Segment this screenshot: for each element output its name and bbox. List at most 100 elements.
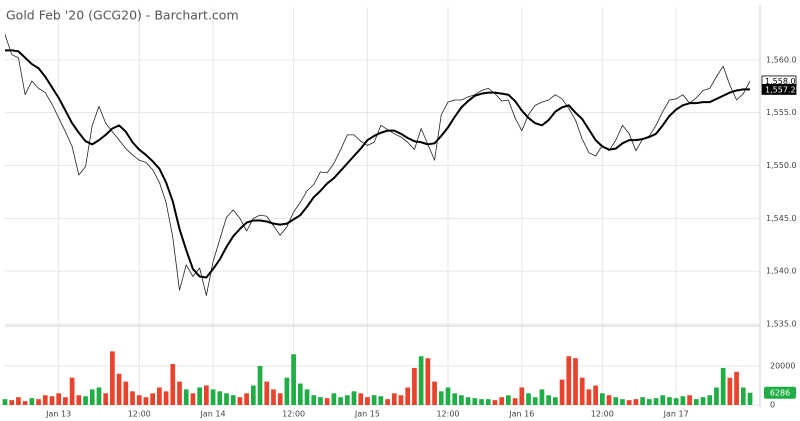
volume-bar bbox=[157, 387, 162, 405]
volume-bar bbox=[311, 395, 317, 405]
volume-bar bbox=[338, 397, 343, 405]
volume-bar bbox=[506, 395, 511, 405]
volume-bar bbox=[170, 364, 176, 405]
volume-bar bbox=[546, 395, 551, 405]
volume-bar bbox=[237, 397, 243, 405]
volume-bar bbox=[284, 377, 290, 405]
volume-bar bbox=[633, 399, 639, 405]
volume-bar bbox=[183, 389, 189, 405]
y-tick-label: 1,535.0 bbox=[766, 320, 797, 329]
volume-tick-label: 20000 bbox=[770, 362, 795, 371]
x-tick-label: 12:00 bbox=[282, 410, 305, 419]
volume-bar bbox=[371, 395, 377, 405]
volume-bar bbox=[425, 358, 431, 405]
volume-bar bbox=[579, 377, 585, 405]
volume-bar bbox=[465, 397, 471, 405]
volume-bar bbox=[304, 389, 310, 405]
volume-bar bbox=[136, 395, 142, 405]
volume-bar bbox=[747, 392, 753, 405]
y-tick-label: 1,560.0 bbox=[766, 55, 797, 64]
volume-bar bbox=[586, 389, 592, 405]
volume-bar bbox=[143, 397, 149, 405]
volume-bar bbox=[391, 393, 397, 405]
volume-bar bbox=[640, 397, 645, 405]
volume-bar bbox=[16, 397, 21, 405]
last-value-box bbox=[761, 84, 797, 95]
volume-bar bbox=[412, 367, 417, 405]
volume-bar bbox=[734, 371, 739, 405]
volume-tick-label: 0 bbox=[770, 401, 775, 410]
volume-bar bbox=[539, 389, 545, 405]
volume-bar bbox=[385, 399, 390, 405]
volume-bar bbox=[660, 395, 666, 405]
volume-bar bbox=[499, 397, 505, 405]
last-volume-label: 6286 bbox=[770, 389, 790, 398]
volume-bar bbox=[116, 373, 122, 405]
volume-bar bbox=[714, 387, 719, 405]
last-value-label: 1,557.2 bbox=[765, 85, 796, 94]
x-tick-label: Jan 13 bbox=[45, 410, 71, 419]
volume-bar bbox=[365, 397, 370, 405]
volume-bar bbox=[667, 397, 672, 405]
volume-bar bbox=[63, 397, 68, 405]
volume-bar bbox=[103, 393, 109, 405]
volume-bar bbox=[432, 381, 437, 405]
volume-bar bbox=[110, 351, 115, 405]
last-volume-box bbox=[764, 386, 796, 399]
volume-bar bbox=[297, 383, 303, 405]
volume-bar bbox=[532, 397, 538, 405]
volume-bar bbox=[197, 387, 202, 405]
volume-bar bbox=[606, 395, 612, 405]
volume-bar bbox=[264, 381, 270, 405]
volume-bar bbox=[512, 398, 518, 405]
volume-bar bbox=[224, 393, 229, 405]
volume-bar bbox=[519, 387, 525, 405]
volume-bar bbox=[693, 399, 699, 405]
volume-bar bbox=[378, 396, 384, 405]
volume-bar bbox=[740, 387, 746, 405]
volume-bar bbox=[331, 393, 337, 405]
volume-bar bbox=[56, 393, 62, 405]
volume-bar bbox=[626, 400, 632, 405]
volume-bar bbox=[69, 377, 75, 405]
volume-bar bbox=[244, 393, 249, 405]
volume-bar bbox=[452, 393, 458, 405]
volume-bar bbox=[646, 399, 652, 405]
volume-bar bbox=[673, 398, 679, 405]
volume-bar bbox=[324, 398, 330, 405]
volume-bar bbox=[479, 399, 484, 405]
volume-bar bbox=[190, 393, 196, 405]
y-tick-label: 1,555.0 bbox=[766, 108, 797, 117]
marks-layer bbox=[2, 34, 753, 405]
volume-bar bbox=[727, 377, 733, 405]
volume-bar bbox=[9, 400, 15, 405]
volume-bar bbox=[720, 367, 726, 405]
volume-bar bbox=[687, 395, 692, 405]
volume-bar bbox=[250, 385, 256, 405]
average-line bbox=[5, 49, 750, 279]
volume-bar bbox=[566, 356, 572, 405]
x-tick-label: 12:00 bbox=[436, 410, 459, 419]
volume-bar bbox=[593, 385, 598, 405]
volume-bar bbox=[2, 399, 8, 405]
volume-bar bbox=[485, 399, 491, 405]
volume-bar bbox=[700, 397, 706, 405]
volume-bar bbox=[445, 387, 451, 405]
labels-layer: 1,535.0 1,540.0 1,545.0 1,550.0 1,555.0 1,560… bbox=[45, 55, 796, 418]
volume-bar bbox=[29, 398, 35, 405]
volume-bar bbox=[620, 399, 625, 405]
chart-title: Gold Feb '20 (GCG20) - Barchart.com bbox=[6, 8, 239, 23]
volume-bar bbox=[599, 393, 605, 405]
volume-bar bbox=[89, 389, 95, 405]
x-tick-label: Jan 14 bbox=[200, 410, 226, 419]
volume-bar bbox=[653, 398, 659, 405]
volume-bar bbox=[459, 395, 464, 405]
y-tick-label: 1,550.0 bbox=[766, 161, 797, 170]
volume-bar bbox=[163, 391, 169, 405]
last-value-label: 1,558.0 bbox=[765, 77, 796, 86]
y-tick-label: 1,545.0 bbox=[766, 214, 797, 223]
volume-bar bbox=[210, 389, 216, 405]
